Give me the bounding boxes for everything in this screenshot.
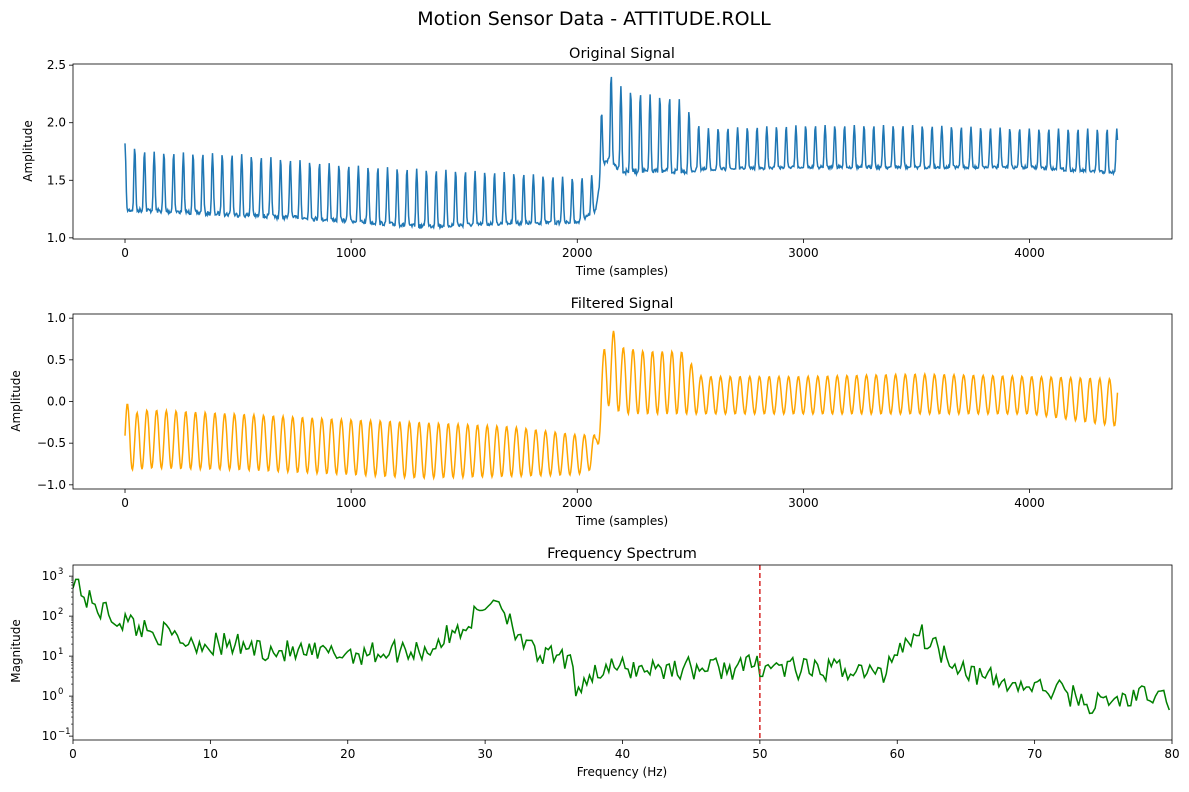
x-axis-label: Time (samples) xyxy=(575,514,668,528)
y-tick-exponent: 0 xyxy=(58,687,63,697)
x-tick-label: 50 xyxy=(752,747,767,761)
y-tick-label: 0.0 xyxy=(47,395,66,409)
y-tick-exponent: 3 xyxy=(58,567,63,577)
x-tick-label: 60 xyxy=(890,747,905,761)
x-tick-label: 1000 xyxy=(336,246,367,260)
x-tick-label: 30 xyxy=(477,747,492,761)
y-tick-exponent: 2 xyxy=(58,607,63,617)
y-tick-label: 1.0 xyxy=(47,231,66,245)
x-axis-label: Time (samples) xyxy=(575,264,668,278)
panel-filtered-signal: Filtered Signal Time (samples) Amplitude… xyxy=(9,296,1173,528)
x-tick-label: 0 xyxy=(121,246,129,260)
y-tick-exponent: −1 xyxy=(58,727,71,737)
y-tick-label: 10 xyxy=(42,689,57,703)
y-tick-label: −1.0 xyxy=(37,478,66,492)
y-axis-label: Magnitude xyxy=(9,619,23,683)
x-axis-label: Frequency (Hz) xyxy=(577,765,668,779)
x-tick-label: 2000 xyxy=(562,496,593,510)
x-tick-label: 3000 xyxy=(788,496,819,510)
y-tick-label: 10 xyxy=(42,569,57,583)
y-tick-exponent: 1 xyxy=(58,647,63,657)
x-tick-label: 4000 xyxy=(1014,246,1045,260)
series-line xyxy=(124,330,1119,481)
y-tick-label: 0.5 xyxy=(47,353,66,367)
y-tick-label: 1.5 xyxy=(47,173,66,187)
panel-title: Original Signal xyxy=(569,46,675,62)
panel-frequency-spectrum: Frequency Spectrum Frequency (Hz) Magnit… xyxy=(9,546,1180,779)
x-tick-label: 40 xyxy=(615,747,630,761)
y-tick-label: 10 xyxy=(42,649,57,663)
panel-title: Frequency Spectrum xyxy=(547,546,697,562)
x-tick-label: 4000 xyxy=(1014,496,1045,510)
y-tick-label: 10 xyxy=(42,609,57,623)
x-tick-label: 1000 xyxy=(336,496,367,510)
y-tick-label: 2.5 xyxy=(47,58,66,72)
y-tick-label: −0.5 xyxy=(37,436,66,450)
panel-title: Filtered Signal xyxy=(571,296,674,312)
y-tick-label: 10 xyxy=(42,729,57,743)
plot-frame xyxy=(72,564,1173,741)
y-axis-label: Amplitude xyxy=(9,370,23,432)
y-tick-label: 1.0 xyxy=(47,311,66,325)
x-tick-label: 0 xyxy=(69,747,77,761)
x-tick-label: 3000 xyxy=(788,246,819,260)
figure-title: Motion Sensor Data - ATTITUDE.ROLL xyxy=(417,8,771,30)
x-tick-label: 70 xyxy=(1027,747,1042,761)
y-axis-label: Amplitude xyxy=(21,120,35,182)
x-tick-label: 80 xyxy=(1164,747,1179,761)
x-tick-label: 10 xyxy=(203,747,218,761)
x-tick-label: 2000 xyxy=(562,246,593,260)
series-line xyxy=(124,76,1119,231)
series-line xyxy=(73,578,1171,715)
panel-original-signal: Original Signal Time (samples) Amplitude… xyxy=(21,46,1173,278)
x-tick-label: 20 xyxy=(340,747,355,761)
plot-frame xyxy=(72,313,1173,490)
plot-frame xyxy=(72,63,1173,240)
x-tick-label: 0 xyxy=(121,496,129,510)
y-tick-label: 2.0 xyxy=(47,116,66,130)
